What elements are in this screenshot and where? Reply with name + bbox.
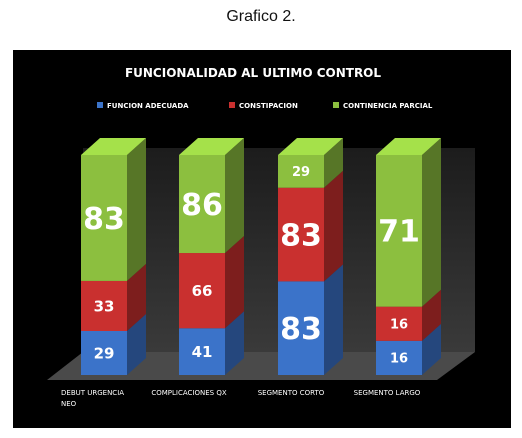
legend-label: CONTINENCIA PARCIAL <box>343 102 433 110</box>
bar-segment <box>278 281 324 375</box>
data-label: 83 <box>280 312 322 347</box>
legend-swatch <box>333 102 339 108</box>
bar-segment <box>376 155 422 307</box>
bar-group: 29 33 83 41 66 86 83 83 29 16 16 71 <box>81 138 441 375</box>
x-tick-label: NEO <box>61 400 77 408</box>
legend-label: FUNCION ADECUADA <box>107 102 189 110</box>
figure-caption: Grafico 2. <box>226 8 296 25</box>
bar-side <box>422 323 441 375</box>
bar-segment <box>278 155 324 188</box>
data-label: 29 <box>292 165 310 180</box>
data-label: 83 <box>83 202 125 237</box>
bar-top <box>278 138 343 155</box>
x-axis-labels: DEBUT URGENCIA NEO COMPLICACIONES QX SEGMEN… <box>61 389 421 408</box>
bar-segment <box>278 187 324 282</box>
legend: FUNCION ADECUADA CONSTIPACION CONTINENCIA … <box>97 102 433 110</box>
bar-side <box>324 170 343 282</box>
bar-top <box>81 138 146 155</box>
bar-segment <box>81 155 127 281</box>
bar-segment <box>179 253 225 329</box>
legend-swatch <box>229 102 235 108</box>
bar-side <box>324 138 343 188</box>
bar-side <box>225 236 244 329</box>
x-tick-label: COMPLICACIONES QX <box>151 389 226 397</box>
bar-segment <box>376 306 422 341</box>
data-label: 16 <box>390 352 408 367</box>
bar-side <box>127 263 146 331</box>
bar-side <box>127 314 146 375</box>
bar-segment <box>376 340 422 375</box>
x-tick-label: DEBUT URGENCIA <box>61 389 124 397</box>
bar-segment <box>179 328 225 375</box>
chart-title: FUNCIONALIDAD AL ULTIMO CONTROL <box>125 66 381 80</box>
bar-top <box>376 138 441 155</box>
bar-top <box>179 138 244 155</box>
data-label: 83 <box>280 218 322 253</box>
stacked-bar-chart: FUNCIONALIDAD AL ULTIMO CONTROL FUNCION … <box>47 66 475 408</box>
data-label: 41 <box>192 343 213 361</box>
bar-side <box>324 264 343 375</box>
bar-side <box>422 138 441 307</box>
data-label: 66 <box>192 282 213 300</box>
bar-side <box>225 311 244 375</box>
bar-side <box>127 138 146 281</box>
chart-floor <box>47 352 475 380</box>
chart-panel: FUNCIONALIDAD AL ULTIMO CONTROL FUNCION … <box>13 50 511 428</box>
bar-segment <box>179 155 225 254</box>
data-label: 29 <box>94 344 115 362</box>
data-label: 86 <box>181 188 223 223</box>
legend-swatch <box>97 102 103 108</box>
data-label: 71 <box>378 215 420 250</box>
bar-side <box>225 138 244 254</box>
data-label: 16 <box>390 317 408 332</box>
x-tick-label: SEGMENTO CORTO <box>258 389 325 397</box>
data-label: 33 <box>94 297 115 315</box>
bar-segment <box>81 331 127 375</box>
x-tick-label: SEGMENTO LARGO <box>354 389 421 397</box>
bar-segment <box>81 280 127 331</box>
bar-side <box>422 289 441 341</box>
legend-label: CONSTIPACION <box>239 102 298 110</box>
